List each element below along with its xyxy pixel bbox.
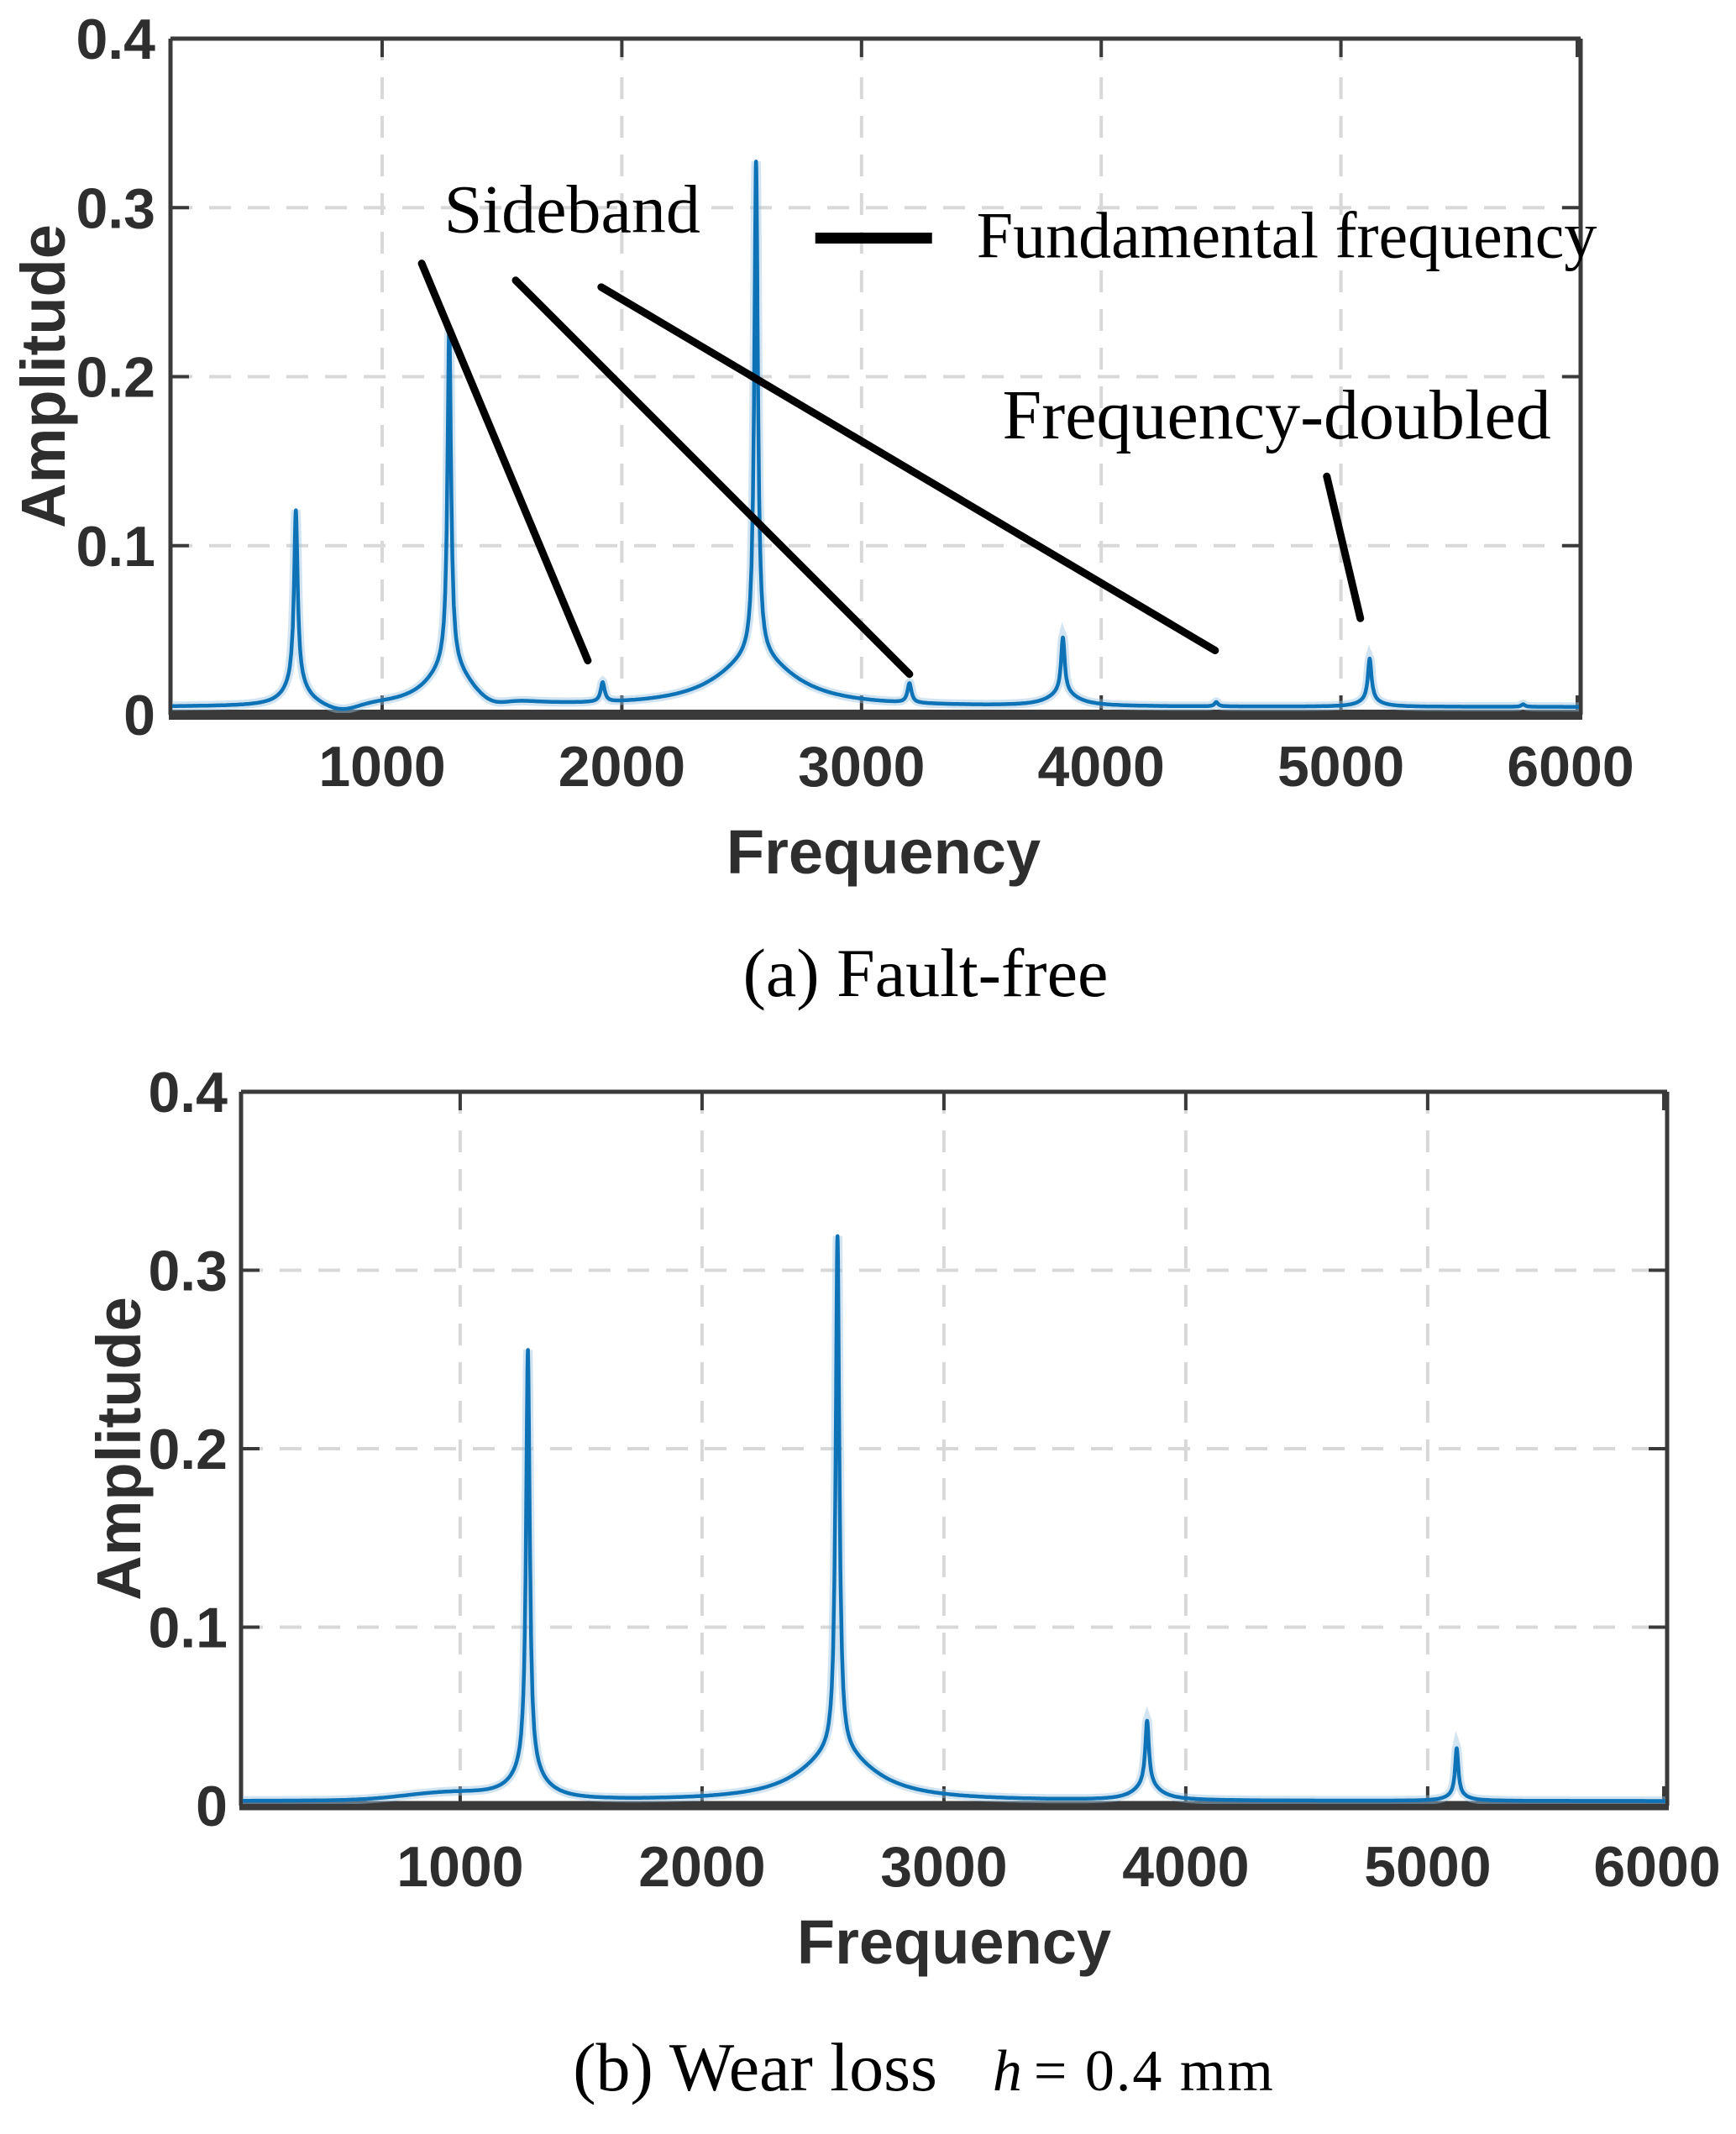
tick-label-y-0.2: 0.2 <box>76 346 155 410</box>
formula-value: = 0.4 mm <box>1033 2039 1275 2104</box>
spectrum-curve <box>243 1234 1665 1803</box>
tick-label-x-3000: 3000 <box>880 1835 1007 1899</box>
tick-label-x-4000: 4000 <box>1038 735 1165 799</box>
tick-label-y-0.1: 0.1 <box>76 515 155 579</box>
spectrum-curve <box>172 160 1579 711</box>
tick-label-y-0.1: 0.1 <box>148 1597 228 1660</box>
tick-label-y-0.3: 0.3 <box>148 1240 228 1303</box>
tick-label-x-1000: 1000 <box>318 735 445 799</box>
chart-a: 1000 2000 3000 4000 5000 6000 0 0.1 0.2 0.3 0.4 Fre… <box>8 8 1634 887</box>
annotation-frequency-doubled-label: Frequency-doubled <box>1003 376 1551 454</box>
tick-label-x-2000: 2000 <box>559 735 685 799</box>
x-axis-label: Frequency <box>726 817 1041 887</box>
caption-a: (a) Fault-free <box>742 935 1109 1011</box>
tick-label-x-6000: 6000 <box>1593 1835 1720 1899</box>
annotation-pointer-line-3 <box>597 283 1219 655</box>
annotation-pointer-line-1 <box>417 260 592 665</box>
tick-label-x-2000: 2000 <box>638 1835 765 1899</box>
tick-label-x-4000: 4000 <box>1122 1835 1249 1899</box>
caption-b-text: (b) Wear loss <box>573 2029 937 2105</box>
formula-h-symbol: h <box>992 2039 1024 2104</box>
spectrum-curve-halo <box>243 1235 1665 1804</box>
chart-b: 1000 2000 3000 4000 5000 6000 0 0.1 0.2 0.3 0.4 Fre… <box>84 1061 1721 1977</box>
tick-label-y-0.3: 0.3 <box>76 176 155 240</box>
annotation-pointer-line-4 <box>1323 472 1365 622</box>
caption-b-formula: h = 0.4 mm <box>993 2042 1275 2101</box>
annotation-fundamental-frequency-label: Fundamental frequency <box>977 198 1597 271</box>
tick-label-y-0.4: 0.4 <box>76 8 155 71</box>
caption-b: (b) Wear loss h = 0.4 mm <box>573 2033 1275 2102</box>
tick-label-x-3000: 3000 <box>798 735 925 799</box>
annotation-pointer-line-2 <box>511 276 914 679</box>
tick-label-y-0.4: 0.4 <box>148 1061 228 1125</box>
tick-label-x-1000: 1000 <box>396 1835 523 1899</box>
y-axis-label: Amplitude <box>8 224 78 528</box>
tick-label-x-6000: 6000 <box>1507 735 1634 799</box>
tick-label-y-0.2: 0.2 <box>148 1418 228 1481</box>
y-axis-label: Amplitude <box>84 1297 154 1601</box>
tick-label-y-0: 0 <box>196 1775 228 1838</box>
x-axis-label: Frequency <box>797 1907 1111 1977</box>
tick-label-x-5000: 5000 <box>1277 735 1404 799</box>
tick-label-x-5000: 5000 <box>1364 1835 1491 1899</box>
tick-label-y-0: 0 <box>123 684 155 747</box>
annotation-sideband-label: Sideband <box>444 170 700 247</box>
